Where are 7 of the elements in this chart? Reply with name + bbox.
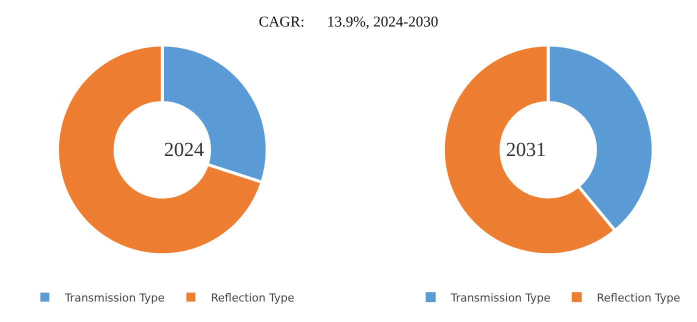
- legend-label: Reflection Type: [596, 291, 680, 304]
- text: 2031: [506, 139, 546, 161]
- text: 2024: [164, 139, 204, 161]
- legend-label: Transmission Type: [450, 291, 551, 304]
- legend-label: Reflection Type: [210, 291, 295, 304]
- text: CAGR: 13.9%, 2024-2030: [258, 14, 438, 31]
- legend-label: Transmission Type: [64, 291, 165, 304]
